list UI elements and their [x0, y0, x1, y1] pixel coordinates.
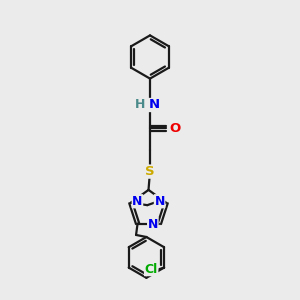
Text: N: N: [154, 195, 165, 208]
Text: N: N: [148, 98, 160, 112]
Text: S: S: [145, 165, 155, 178]
Text: H: H: [135, 98, 146, 112]
Text: N: N: [148, 218, 158, 231]
Text: N: N: [132, 195, 142, 208]
Text: O: O: [169, 122, 180, 135]
Text: Cl: Cl: [145, 262, 158, 276]
